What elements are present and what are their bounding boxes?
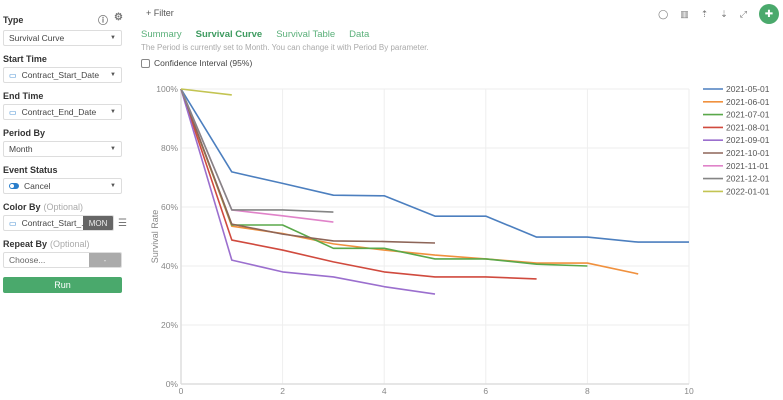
- legend-label[interactable]: 2021-10-01: [726, 148, 770, 158]
- period-by-select[interactable]: Month ▼: [3, 141, 122, 157]
- tab-survival-curve[interactable]: Survival Curve: [195, 29, 263, 40]
- series-line[interactable]: [180, 88, 436, 295]
- series-line[interactable]: [180, 88, 334, 213]
- x-tick-label: 6: [483, 386, 488, 396]
- series-line[interactable]: [180, 88, 232, 96]
- start-time-label: Start Time: [3, 54, 47, 64]
- main-area: + Filter ◯ ▥ ⇡ ⇣ ⤢ ✚ Summary Survival Cu…: [140, 0, 783, 400]
- sidebar: Type ⓘ ⚙ Survival Curve ▼ Start Time ▭ C…: [0, 0, 130, 400]
- toggle-icon: [9, 183, 19, 189]
- upload-icon[interactable]: ⇡: [700, 8, 709, 19]
- y-tick-label: 100%: [156, 84, 178, 94]
- event-status-label: Event Status: [3, 165, 58, 175]
- series-line[interactable]: [180, 88, 689, 243]
- type-select[interactable]: Survival Curve ▼: [3, 30, 122, 46]
- repeat-by-select[interactable]: Choose... -: [3, 252, 122, 268]
- end-time-label: End Time: [3, 91, 44, 101]
- pin-icon[interactable]: ✚: [759, 4, 779, 24]
- download-icon[interactable]: ⇣: [720, 8, 728, 19]
- x-tick-label: 4: [382, 386, 387, 396]
- tab-summary[interactable]: Summary: [141, 29, 182, 40]
- legend-label[interactable]: 2021-09-01: [726, 135, 770, 145]
- tab-survival-table[interactable]: Survival Table: [276, 29, 336, 40]
- run-button[interactable]: Run: [3, 277, 122, 293]
- event-status-select[interactable]: Cancel ▼: [3, 178, 122, 194]
- filter-button[interactable]: + Filter: [146, 8, 174, 18]
- caret-down-icon: ▼: [110, 146, 116, 152]
- end-time-select[interactable]: ▭ Contract_End_Date ▼: [3, 104, 122, 120]
- y-tick-label: 20%: [161, 320, 178, 330]
- caret-down-icon: ▼: [110, 109, 116, 115]
- color-by-unit-button[interactable]: MON: [83, 216, 114, 230]
- toolbar: ◯ ▥ ⇡ ⇣ ⤢ ✚: [658, 4, 783, 24]
- start-time-select[interactable]: ▭ Contract_Start_Date ▼: [3, 67, 122, 83]
- checkbox-icon[interactable]: [141, 58, 150, 68]
- y-tick-label: 80%: [161, 143, 178, 153]
- help-icon[interactable]: ⓘ: [98, 16, 109, 27]
- legend-label[interactable]: 2021-07-01: [726, 110, 770, 120]
- x-tick-label: 2: [280, 386, 285, 396]
- period-hint: The Period is currently set to Month. Yo…: [141, 43, 429, 52]
- legend-label[interactable]: 2021-08-01: [726, 122, 770, 132]
- series-line[interactable]: [180, 88, 537, 280]
- y-tick-label: 60%: [161, 202, 178, 212]
- calendar-icon: ▭: [9, 218, 17, 228]
- tab-data[interactable]: Data: [349, 29, 370, 40]
- chart-icon[interactable]: ▥: [680, 8, 689, 19]
- comment-icon[interactable]: ◯: [658, 8, 669, 19]
- color-by-select[interactable]: ▭ Contract_Start_... MON: [3, 215, 115, 231]
- caret-down-icon: ▼: [110, 72, 116, 78]
- series-line[interactable]: [180, 88, 588, 267]
- expand-icon[interactable]: ⤢: [739, 8, 747, 19]
- series-line[interactable]: [180, 88, 639, 275]
- caret-down-icon: ▼: [110, 35, 116, 41]
- period-by-label: Period By: [3, 128, 46, 138]
- gear-icon[interactable]: ⚙: [114, 12, 123, 23]
- legend-label[interactable]: 2021-06-01: [726, 97, 770, 107]
- color-by-label: Color By (Optional): [3, 202, 84, 212]
- legend-label[interactable]: 2021-05-01: [726, 84, 770, 94]
- legend-label[interactable]: 2022-01-01: [726, 186, 770, 196]
- x-tick-label: 10: [684, 386, 694, 396]
- x-tick-label: 0: [179, 386, 184, 396]
- menu-icon[interactable]: ☰: [118, 217, 127, 229]
- legend-label[interactable]: 2021-12-01: [726, 174, 770, 184]
- type-label: Type ⓘ ⚙: [3, 12, 123, 27]
- calendar-icon: ▭: [9, 107, 17, 117]
- tab-bar: Summary Survival Curve Survival Table Da…: [141, 29, 369, 40]
- y-tick-label: 0%: [166, 379, 179, 389]
- repeat-by-unit-button[interactable]: -: [89, 253, 121, 267]
- y-tick-label: 40%: [161, 261, 178, 271]
- caret-down-icon: ▼: [110, 183, 116, 189]
- confidence-interval-checkbox[interactable]: Confidence Interval (95%): [141, 58, 252, 68]
- series-line[interactable]: [180, 88, 436, 244]
- legend-label[interactable]: 2021-11-01: [726, 161, 769, 171]
- repeat-by-label: Repeat By (Optional): [3, 239, 90, 249]
- calendar-icon: ▭: [9, 70, 17, 80]
- x-tick-label: 8: [585, 386, 590, 396]
- y-axis-label: Survival Rate: [150, 210, 160, 264]
